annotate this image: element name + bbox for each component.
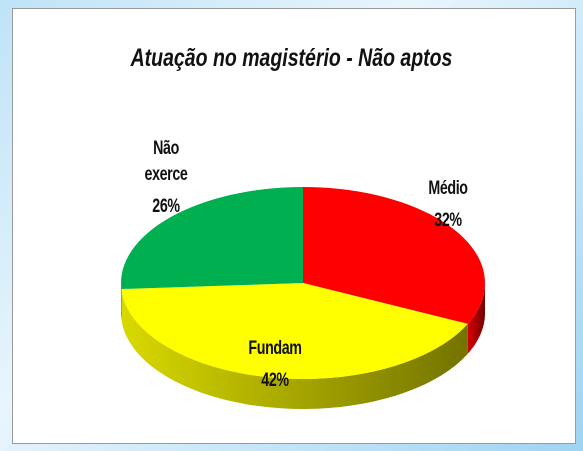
value-label: 26% bbox=[152, 196, 180, 217]
chart-title: Atuação no magistério - Não aptos bbox=[130, 44, 453, 72]
pie-side bbox=[121, 289, 468, 409]
value-label: 42% bbox=[261, 370, 289, 391]
slice-label: Médio bbox=[428, 178, 468, 199]
slice-label: Não exerce bbox=[144, 138, 188, 185]
value-label: 32% bbox=[434, 210, 462, 231]
pie-slice bbox=[121, 283, 468, 379]
pie-slice bbox=[121, 187, 303, 290]
slice-label: Fundam bbox=[248, 338, 302, 359]
pie-slice bbox=[303, 187, 485, 324]
pie-side bbox=[467, 283, 485, 354]
